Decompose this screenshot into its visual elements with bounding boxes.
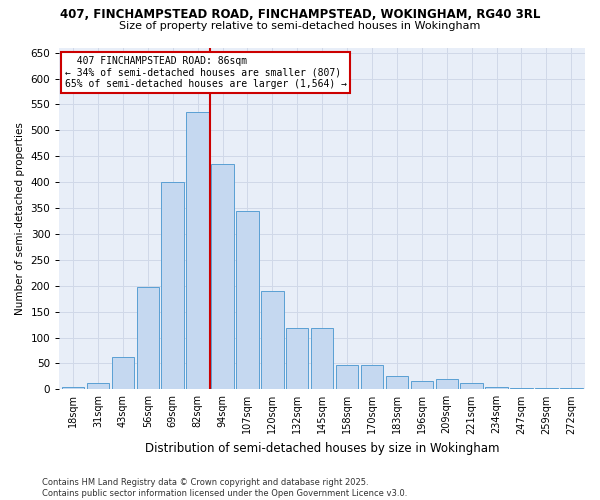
Text: 407 FINCHAMPSTEAD ROAD: 86sqm
← 34% of semi-detached houses are smaller (807)
65: 407 FINCHAMPSTEAD ROAD: 86sqm ← 34% of s… (65, 56, 347, 89)
Bar (560, 388, 583, 390)
Text: 407, FINCHAMPSTEAD ROAD, FINCHAMPSTEAD, WOKINGHAM, RG40 3RL: 407, FINCHAMPSTEAD ROAD, FINCHAMPSTEAD, … (60, 8, 540, 20)
Bar (161, 182, 184, 390)
Bar (286, 328, 308, 390)
X-axis label: Distribution of semi-detached houses by size in Wokingham: Distribution of semi-detached houses by … (145, 442, 499, 455)
Bar (386, 376, 408, 390)
Y-axis label: Number of semi-detached properties: Number of semi-detached properties (15, 122, 25, 315)
Text: Contains HM Land Registry data © Crown copyright and database right 2025.
Contai: Contains HM Land Registry data © Crown c… (42, 478, 407, 498)
Bar (361, 366, 383, 390)
Bar (535, 388, 557, 390)
Text: Size of property relative to semi-detached houses in Wokingham: Size of property relative to semi-detach… (119, 21, 481, 31)
Bar (311, 328, 334, 390)
Bar (510, 388, 533, 390)
Bar (87, 383, 109, 390)
Bar (460, 383, 483, 390)
Bar (112, 357, 134, 390)
Bar (137, 288, 159, 390)
Bar (211, 164, 234, 390)
Bar (410, 380, 433, 390)
Bar (336, 366, 358, 390)
Bar (261, 291, 284, 390)
Bar (187, 112, 209, 390)
Bar (62, 386, 84, 390)
Bar (485, 387, 508, 390)
Bar (436, 379, 458, 390)
Bar (236, 210, 259, 390)
